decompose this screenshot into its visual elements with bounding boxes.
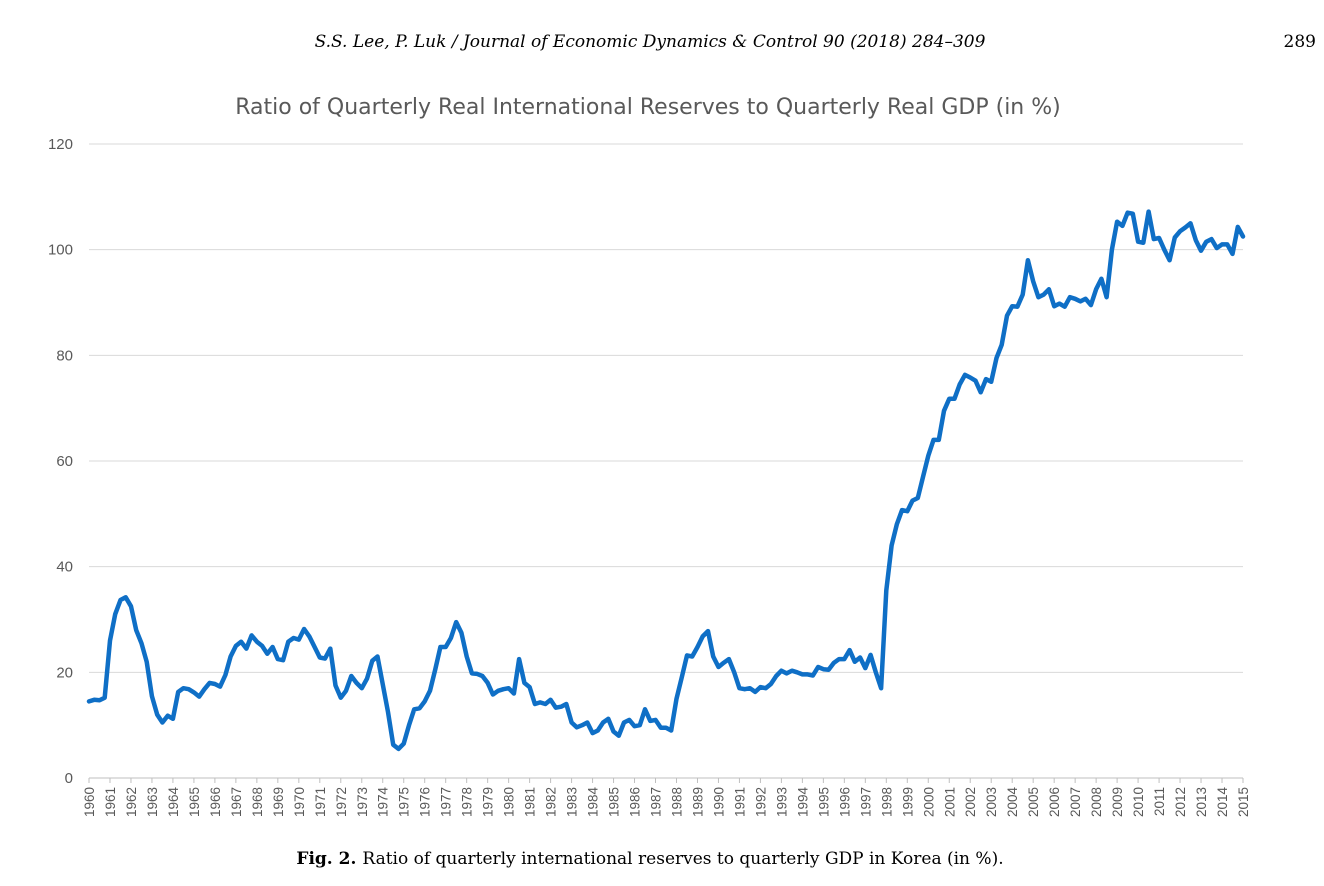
x-tick-label: 1979 <box>481 787 496 817</box>
y-tick-label: 100 <box>48 242 73 259</box>
x-tick-label: 2004 <box>1005 787 1020 818</box>
x-tick-label: 1968 <box>250 787 265 817</box>
line-chart: Ratio of Quarterly Real International Re… <box>48 95 1251 817</box>
x-tick-label: 1978 <box>460 787 475 817</box>
x-tick-label: 1983 <box>565 787 580 817</box>
x-tick-label: 1985 <box>607 787 622 817</box>
x-tick-label: 1963 <box>145 787 160 817</box>
x-tick-label: 1993 <box>774 787 789 817</box>
journal-reference: S.S. Lee, P. Luk / Journal of Economic D… <box>314 32 986 52</box>
x-tick-label: 1992 <box>753 787 768 817</box>
x-tick-label: 2012 <box>1173 787 1188 817</box>
y-tick-label: 120 <box>48 136 73 153</box>
series-line-0 <box>86 209 1246 752</box>
series-group <box>86 209 1246 752</box>
x-tick-label: 1961 <box>103 787 118 817</box>
x-tick-label: 1960 <box>82 787 97 817</box>
y-tick-label: 20 <box>56 664 73 681</box>
x-tick-label: 1972 <box>334 787 349 817</box>
gridlines <box>89 143 1243 779</box>
x-tick-label: 2014 <box>1215 787 1230 818</box>
y-tick-label: 0 <box>65 770 73 787</box>
y-tick-label: 80 <box>56 347 73 364</box>
x-axis: 1960 1961 1962 1963 1964 1965 1966 1967 1968 1969… <box>82 778 1251 817</box>
x-tick-label: 2002 <box>963 787 978 817</box>
x-tick-label: 1990 <box>711 787 726 817</box>
running-head: S.S. Lee, P. Luk / Journal of Economic D… <box>0 32 1324 56</box>
x-tick-label: 1966 <box>208 787 223 817</box>
x-tick-label: 2000 <box>921 787 936 817</box>
x-tick-label: 2015 <box>1236 787 1251 817</box>
x-tick-label: 1997 <box>858 787 873 817</box>
x-tick-label: 1995 <box>816 787 831 817</box>
x-tick-label: 1984 <box>586 787 601 818</box>
x-tick-label: 1987 <box>649 787 664 817</box>
y-tick-label: 60 <box>56 453 73 470</box>
x-tick-label: 1973 <box>355 787 370 817</box>
x-tick-label: 1962 <box>124 787 139 817</box>
x-tick-label: 1998 <box>879 787 894 817</box>
x-tick-label: 1986 <box>628 787 643 817</box>
x-tick-label: 2008 <box>1089 787 1104 817</box>
x-tick-label: 1988 <box>669 787 684 817</box>
x-tick-label: 2010 <box>1131 787 1146 817</box>
y-axis-ticks: 0 20 40 60 80 100 120 <box>48 136 73 787</box>
x-tick-label: 1976 <box>418 787 433 817</box>
x-tick-label: 2005 <box>1026 787 1041 817</box>
x-tick-label: 1982 <box>544 787 559 817</box>
x-tick-label: 1980 <box>502 787 517 817</box>
x-tick-label: 1977 <box>439 787 454 817</box>
x-tick-label: 2011 <box>1152 787 1167 816</box>
figure-label: Fig. 2. <box>296 849 357 869</box>
figure-caption: Fig. 2. Ratio of quarterly international … <box>0 849 1300 869</box>
x-tick-label: 1965 <box>187 787 202 817</box>
y-tick-label: 40 <box>56 559 73 576</box>
x-tick-label: 2003 <box>984 787 999 817</box>
x-tick-label: 1999 <box>900 787 915 817</box>
x-tick-label: 2009 <box>1110 787 1125 817</box>
x-tick-label: 2001 <box>942 787 957 817</box>
chart-title: Ratio of Quarterly Real International Re… <box>235 95 1060 120</box>
x-tick-label: 1989 <box>690 787 705 817</box>
x-tick-label: 1964 <box>166 787 181 818</box>
x-tick-label: 2013 <box>1194 787 1209 817</box>
x-tick-label: 2006 <box>1047 787 1062 817</box>
x-tick-label: 1991 <box>732 787 747 817</box>
x-tick-label: 1996 <box>837 787 852 817</box>
x-tick-label: 1969 <box>271 787 286 817</box>
caption-text: Ratio of quarterly international reserve… <box>362 849 1004 869</box>
x-tick-label: 1975 <box>397 787 412 817</box>
x-tick-label: 1981 <box>523 787 538 817</box>
x-tick-label: 1970 <box>292 787 307 817</box>
x-tick-label: 2007 <box>1068 787 1083 817</box>
x-tick-label: 1974 <box>376 787 391 818</box>
page-number: 289 <box>1283 32 1316 52</box>
x-tick-label: 1967 <box>229 787 244 817</box>
x-tick-label: 1994 <box>795 787 810 818</box>
x-tick-label: 1971 <box>313 787 328 817</box>
